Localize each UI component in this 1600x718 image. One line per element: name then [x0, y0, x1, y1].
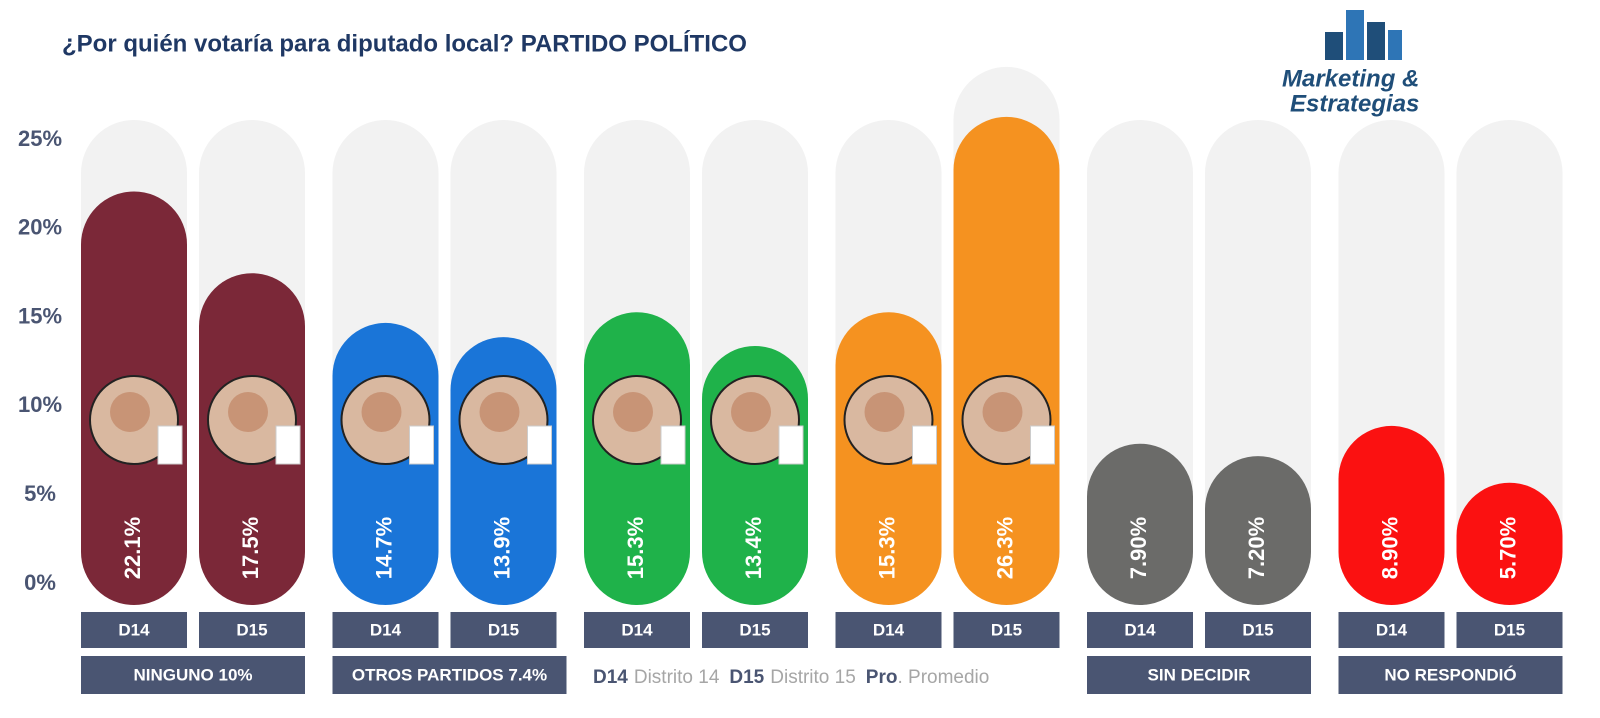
category-label: D14 — [370, 620, 402, 639]
candidate-head — [361, 392, 402, 432]
value-label: 7.20% — [1244, 517, 1269, 579]
category-label: D15 — [991, 620, 1022, 639]
value-label: 15.3% — [874, 517, 899, 579]
footer-box — [1087, 656, 1311, 694]
category-box — [81, 612, 187, 648]
y-tick-label: 15% — [18, 303, 62, 328]
y-tick-label: 25% — [18, 126, 62, 151]
footer-label: NO RESPONDIÓ — [1384, 665, 1516, 684]
logo-building — [1367, 22, 1385, 60]
legend-text: . Promedio — [897, 667, 989, 688]
value-label: 5.70% — [1495, 517, 1520, 579]
footer-box — [332, 656, 567, 694]
footer-label: NINGUNO 10% — [133, 665, 252, 684]
candidate-head — [479, 392, 520, 432]
candidate-head — [613, 392, 653, 432]
party-logo — [275, 425, 301, 465]
category-label: D14 — [873, 620, 905, 639]
value-label: 14.7% — [371, 517, 396, 579]
logo: Marketing & Estrategias — [1282, 10, 1419, 117]
category-label: D14 — [621, 620, 653, 639]
category-label: D15 — [488, 620, 519, 639]
category-label: D14 — [1376, 620, 1408, 639]
category-box — [450, 612, 557, 648]
category-box — [702, 612, 808, 648]
category-label: D15 — [1494, 620, 1525, 639]
category-box — [1456, 612, 1563, 648]
legend-text: Distrito 14 — [634, 667, 720, 688]
party-logo — [157, 425, 183, 465]
party-logo — [912, 425, 937, 465]
party-logo — [660, 425, 686, 465]
logo-text: Marketing & — [1282, 65, 1419, 92]
footer-label: OTROS PARTIDOS 7.4% — [352, 665, 547, 684]
category-box — [584, 612, 690, 648]
legend: D14 Distrito 14 D15 Distrito 15 Pro. Promedi… — [593, 667, 989, 688]
category-label: D15 — [1242, 620, 1273, 639]
y-tick-label: 10% — [18, 392, 62, 417]
bar-background — [1456, 120, 1563, 605]
category-box — [1087, 612, 1193, 648]
logo-text: Estrategias — [1290, 90, 1419, 117]
category-label: D14 — [1124, 620, 1156, 639]
bar — [1456, 482, 1563, 605]
value-label: 22.1% — [120, 517, 145, 579]
category-label: D15 — [739, 620, 770, 639]
footer-box — [1338, 656, 1563, 694]
bar — [1338, 425, 1445, 605]
logo-building — [1346, 10, 1364, 60]
party-logo — [778, 425, 804, 465]
bar — [1205, 456, 1311, 605]
footer-label: SIN DECIDIR — [1148, 665, 1251, 684]
value-label: 15.3% — [623, 517, 648, 579]
y-tick-label: 20% — [18, 215, 62, 240]
category-box — [835, 612, 942, 648]
value-label: 26.3% — [992, 517, 1017, 579]
candidate-head — [228, 392, 268, 432]
value-label: 17.5% — [238, 517, 263, 579]
party-logo — [1030, 425, 1055, 465]
candidate-head — [864, 392, 905, 432]
footer-box — [81, 656, 305, 694]
chart-title: ¿Por quién votaría para diputado local? … — [62, 29, 747, 57]
category-label: D14 — [118, 620, 150, 639]
legend-code: Pro — [866, 667, 898, 688]
value-label: 8.90% — [1377, 517, 1402, 579]
value-label: 13.4% — [741, 517, 766, 579]
category-box — [1338, 612, 1445, 648]
y-tick-label: 0% — [24, 570, 56, 595]
legend-code: D15 — [729, 667, 764, 688]
logo-building — [1325, 32, 1343, 60]
bar — [953, 116, 1060, 606]
category-box — [953, 612, 1060, 648]
party-logo — [527, 425, 552, 465]
logo-building — [1388, 30, 1402, 60]
candidate-head — [982, 392, 1023, 432]
party-logo — [409, 425, 434, 465]
value-label: 13.9% — [489, 517, 514, 579]
candidate-head — [731, 392, 771, 432]
category-box — [199, 612, 305, 648]
category-box — [1205, 612, 1311, 648]
legend-text: Distrito 15 — [770, 667, 856, 688]
category-label: D15 — [236, 620, 267, 639]
legend-code: D14 — [593, 667, 628, 688]
candidate-head — [110, 392, 150, 432]
bar — [1087, 443, 1193, 605]
category-box — [332, 612, 439, 648]
y-tick-label: 5% — [24, 481, 56, 506]
value-label: 7.90% — [1126, 517, 1151, 579]
